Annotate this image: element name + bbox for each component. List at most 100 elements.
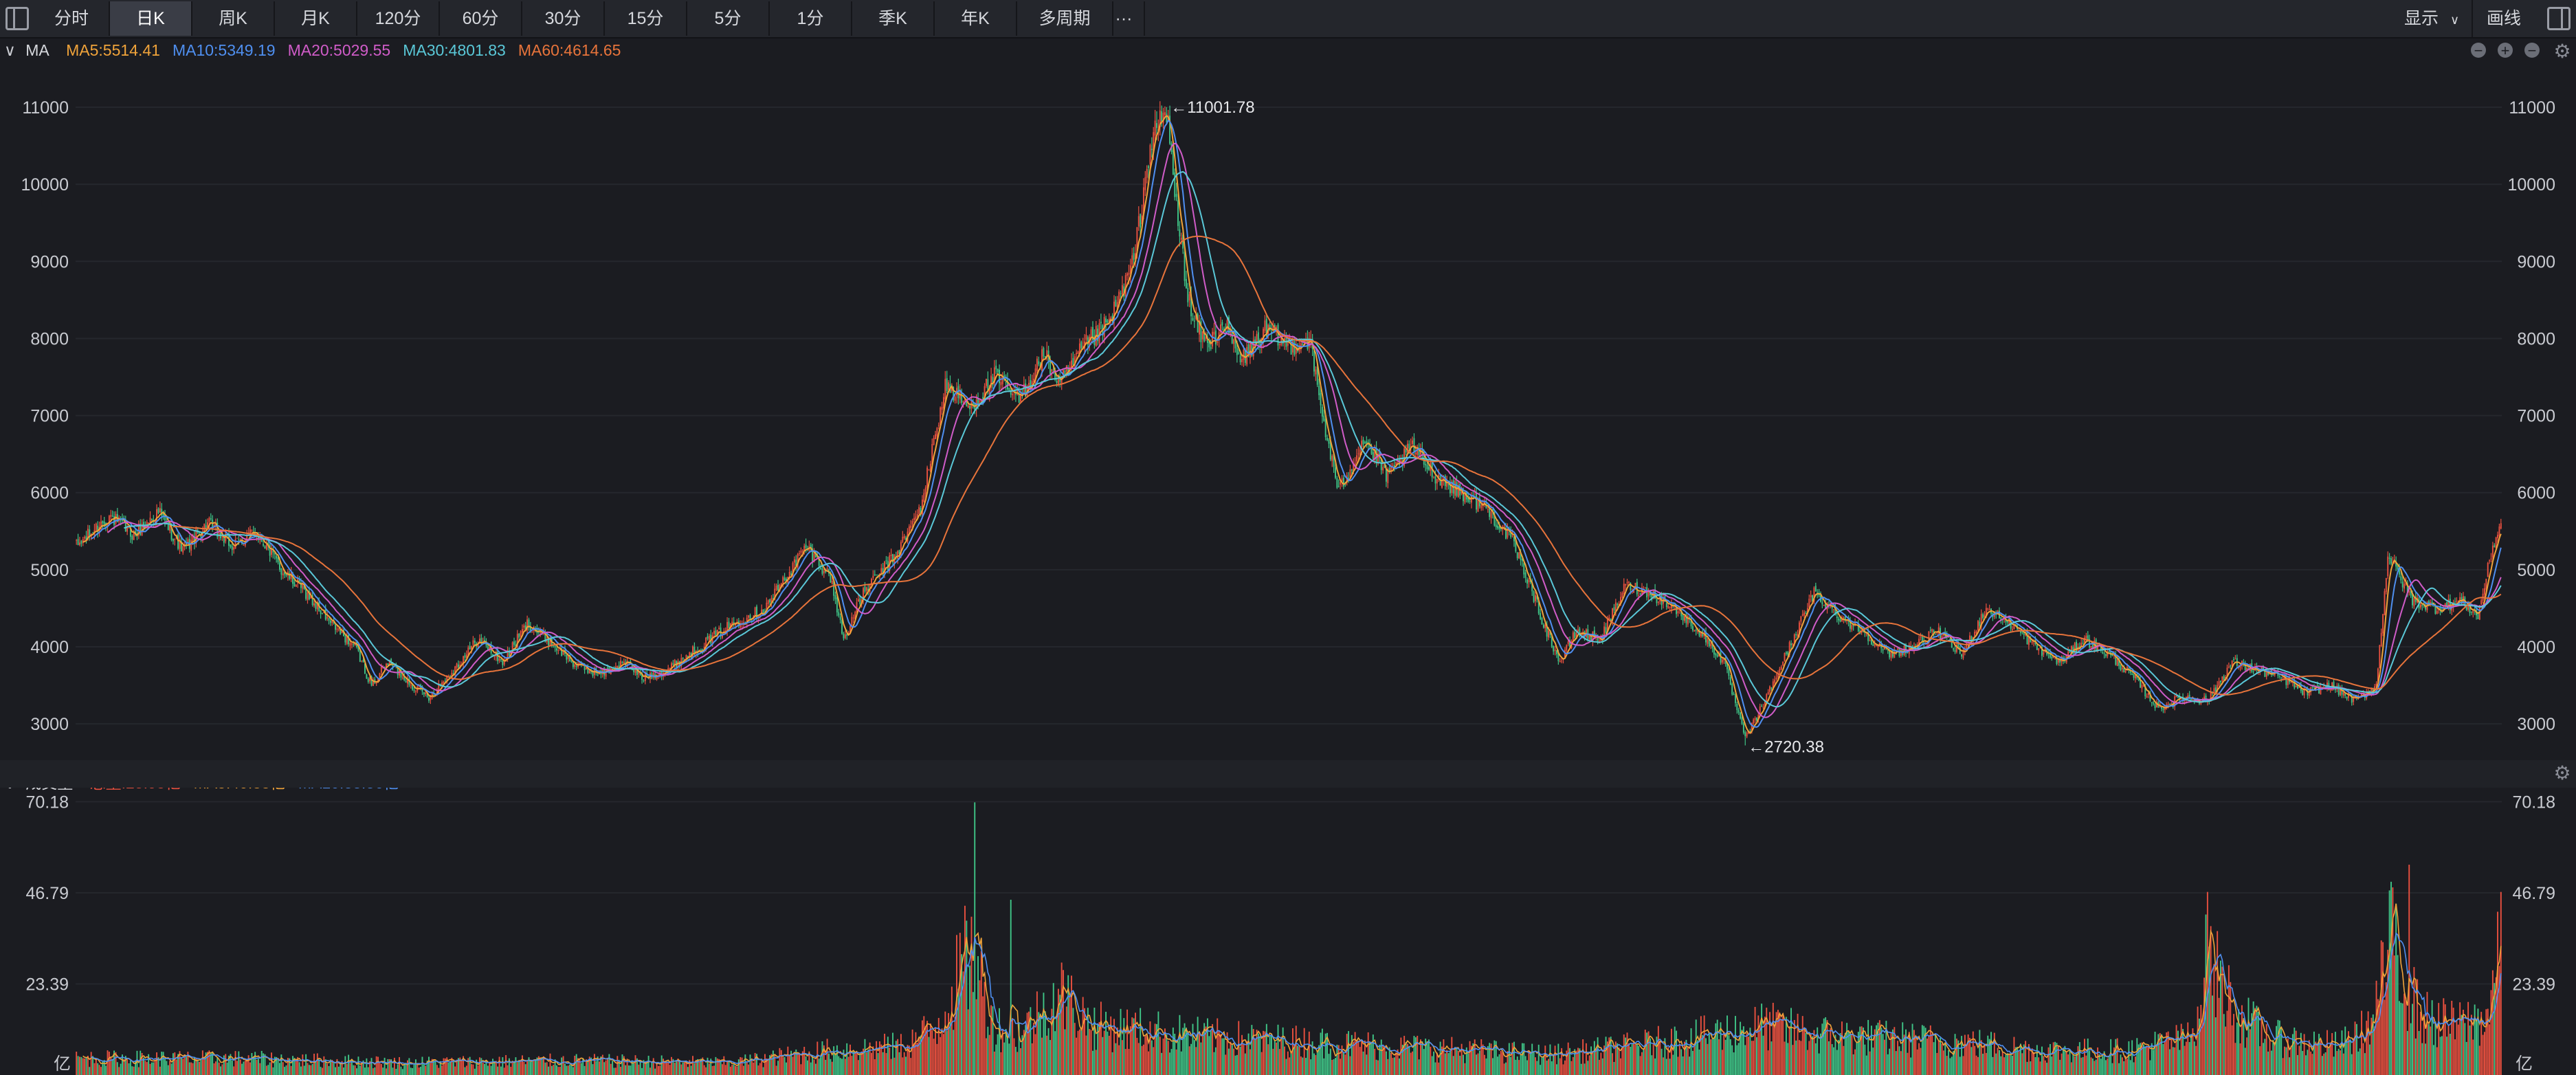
- volume-bar: [1927, 1039, 1928, 1075]
- volume-bar: [2375, 980, 2377, 1075]
- candle: [1043, 346, 1045, 359]
- volume-bar: [1999, 1050, 2000, 1075]
- volume-settings-gear-icon[interactable]: ⚙: [2553, 762, 2571, 784]
- volume-bar: [2038, 1057, 2040, 1075]
- volume-bar: [1579, 1048, 1581, 1075]
- candle: [2484, 583, 2485, 600]
- candle: [1790, 640, 1792, 650]
- display-label: 显示: [2404, 9, 2439, 28]
- more-periods-button[interactable]: ···: [1104, 1, 1145, 36]
- volume-bar: [464, 1067, 466, 1075]
- zoom-out-icon[interactable]: −: [2471, 42, 2486, 59]
- candle: [1321, 404, 1323, 423]
- tab-period-12[interactable]: 多周期: [1017, 1, 1113, 36]
- tab-period-0[interactable]: 分时: [34, 1, 110, 36]
- volume-bar: [1439, 1041, 1441, 1075]
- volume-bar: [1082, 997, 1084, 1075]
- volume-bar: [2261, 1018, 2263, 1075]
- volume-bar: [1110, 1016, 1112, 1075]
- tab-period-2[interactable]: 周K: [192, 1, 275, 36]
- candle: [1033, 373, 1035, 384]
- tab-period-11[interactable]: 年K: [935, 1, 1017, 36]
- candle: [1992, 612, 1994, 621]
- volume-bar: [89, 1067, 91, 1075]
- display-dropdown[interactable]: 显示 ∨: [2404, 0, 2473, 37]
- volume-bar: [225, 1054, 227, 1075]
- volume-bar: [2269, 1040, 2271, 1075]
- volume-bar: [1818, 1053, 1820, 1075]
- volume-bar: [2431, 1000, 2433, 1075]
- candle: [157, 507, 159, 515]
- sidebar-toggle-icon[interactable]: [5, 7, 29, 30]
- volume-bar: [751, 1059, 753, 1075]
- volume-bar: [964, 905, 966, 1075]
- volume-bar: [754, 1052, 756, 1075]
- tab-period-8[interactable]: 5分: [687, 1, 770, 36]
- volume-bar: [1774, 1027, 1776, 1075]
- collapse-chevron-icon[interactable]: ∨: [4, 41, 16, 59]
- volume-bar: [1190, 1043, 1192, 1075]
- tab-period-4[interactable]: 120分: [357, 1, 440, 36]
- candle: [414, 689, 417, 696]
- tab-period-5[interactable]: 60分: [440, 1, 522, 36]
- candle: [1485, 498, 1487, 509]
- volume-bar: [1923, 1026, 1925, 1075]
- candle: [2148, 692, 2149, 698]
- volume-bar: [2110, 1039, 2112, 1075]
- candle: [124, 516, 126, 532]
- volume-bar: [2226, 1010, 2228, 1075]
- volume-bar: [85, 1056, 87, 1075]
- settings-gear-icon[interactable]: ⚙: [2553, 40, 2571, 63]
- minimize-icon[interactable]: −: [2524, 42, 2540, 59]
- volume-bar: [374, 1067, 376, 1075]
- candle: [526, 615, 529, 634]
- volume-bar: [685, 1061, 687, 1075]
- volume-bar: [2425, 1043, 2427, 1075]
- tab-period-9[interactable]: 1分: [770, 1, 852, 36]
- volume-bar: [353, 1065, 355, 1075]
- tab-period-7[interactable]: 15分: [605, 1, 687, 36]
- volume-bar: [577, 1058, 579, 1075]
- volume-bar: [1977, 1056, 1979, 1075]
- ma5-line: [82, 115, 2502, 735]
- volume-bar: [1120, 1008, 1122, 1075]
- volume-bar: [193, 1056, 195, 1075]
- volume-bar: [2294, 1028, 2296, 1075]
- layout-toggle-icon[interactable]: [2547, 7, 2571, 30]
- candle: [2497, 531, 2498, 544]
- candle: [2153, 700, 2155, 706]
- volume-bar: [2192, 1028, 2194, 1075]
- volume-bar: [2372, 1014, 2374, 1075]
- volume-bar: [256, 1059, 258, 1075]
- tab-period-10[interactable]: 季K: [852, 1, 935, 36]
- volume-bar: [1779, 1015, 1781, 1075]
- volume-bar: [871, 1052, 872, 1075]
- volume-bar: [493, 1061, 496, 1075]
- tab-period-6[interactable]: 30分: [522, 1, 605, 36]
- volume-bar: [180, 1057, 182, 1075]
- draw-line-button[interactable]: 画线: [2472, 0, 2535, 37]
- volume-bar: [1377, 1060, 1379, 1075]
- candle: [2116, 654, 2118, 667]
- zoom-in-icon[interactable]: +: [2498, 42, 2513, 59]
- y-tick-label-right: 7000: [2517, 407, 2555, 426]
- tab-period-1[interactable]: 日K: [110, 1, 192, 36]
- volume-bar: [1144, 1035, 1146, 1075]
- volume-bar: [1003, 1042, 1006, 1075]
- volume-bar: [1710, 1039, 1712, 1075]
- candle: [193, 530, 195, 550]
- volume-bar: [999, 1008, 1000, 1075]
- candle: [1733, 691, 1735, 696]
- candle: [992, 373, 994, 389]
- candle: [107, 522, 109, 533]
- tab-period-3[interactable]: 月K: [275, 1, 357, 36]
- volume-bar: [1838, 1039, 1840, 1075]
- volume-bar: [649, 1067, 651, 1075]
- candle: [1172, 147, 1174, 175]
- candle: [1356, 449, 1357, 465]
- volume-bar: [1172, 1027, 1174, 1075]
- volume-bar: [1702, 1034, 1704, 1075]
- volume-bar: [2482, 1034, 2484, 1075]
- volume-bar: [433, 1059, 435, 1075]
